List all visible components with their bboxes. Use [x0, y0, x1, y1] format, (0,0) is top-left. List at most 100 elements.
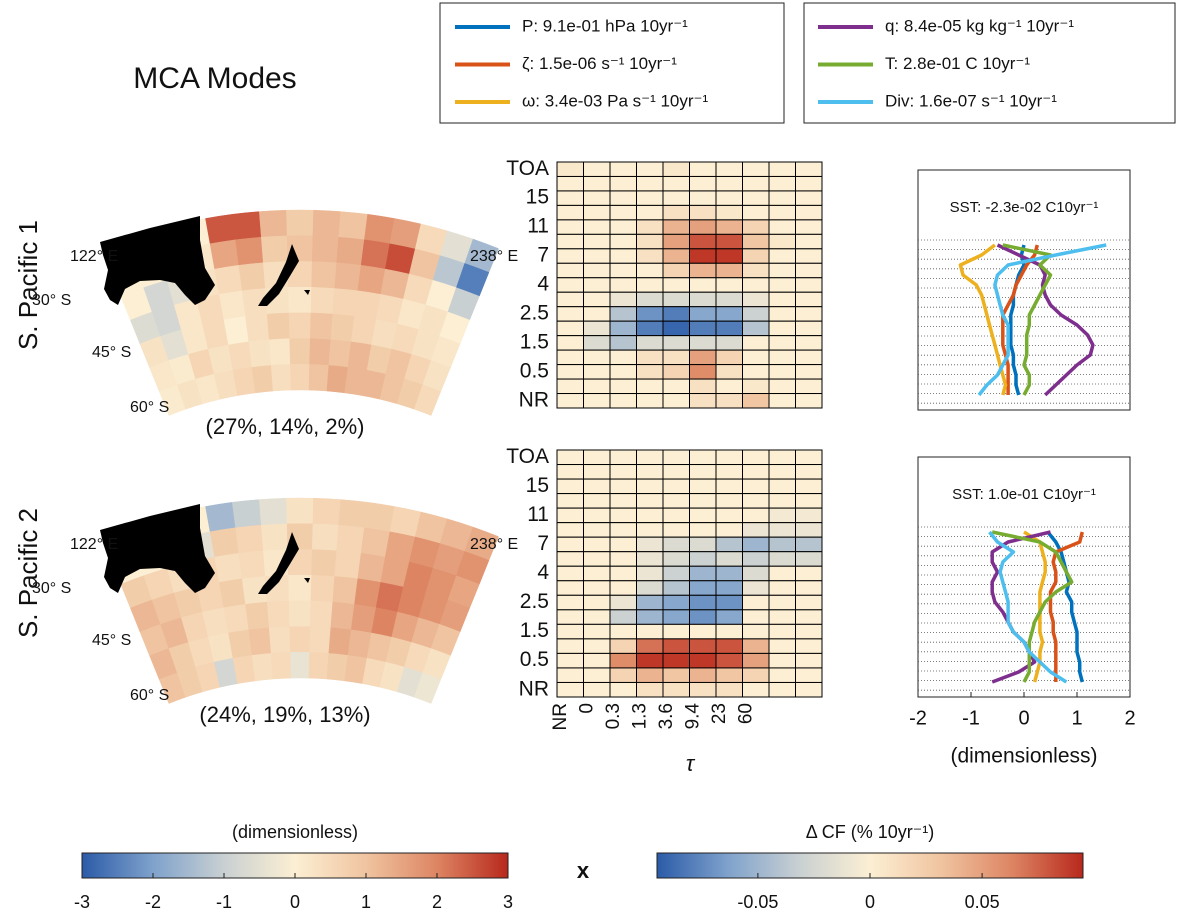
heat-cell: [768, 609, 796, 625]
heat-cell: [795, 349, 823, 366]
heat-cell: [768, 623, 796, 640]
heat-cell: [689, 623, 717, 640]
map-cell: [232, 499, 262, 529]
heat-cell: [715, 393, 743, 409]
heat-cell: [556, 609, 584, 625]
heat-cell: [768, 580, 796, 596]
colorbar-tick-label: 2: [432, 892, 442, 912]
map-cell: [261, 523, 289, 552]
heat-cell: [689, 522, 717, 538]
x-tick-label: 9.4: [683, 703, 704, 730]
map-cell: [251, 653, 274, 682]
heat-cell: [795, 623, 823, 640]
heat-cell: [662, 349, 690, 366]
x-tick-label: 60: [736, 703, 757, 724]
y-tick-label: NR: [519, 677, 549, 700]
heat-cell: [715, 464, 743, 480]
heat-cell: [742, 248, 770, 264]
map-cell: [286, 209, 314, 237]
heat-cell: [742, 536, 770, 553]
heat-cell: [662, 335, 690, 351]
heat-cell: [583, 565, 611, 582]
map-panel: [100, 497, 499, 704]
heat-cell: [768, 478, 796, 495]
heat-cell: [556, 277, 584, 293]
heat-cell: [662, 667, 690, 683]
heat-cell: [636, 277, 664, 293]
heat-cell: [795, 291, 823, 308]
heat-cell: [662, 565, 690, 582]
heat-cell: [768, 306, 796, 322]
heat-cell: [609, 219, 637, 235]
heat-cell: [715, 175, 743, 192]
heat-cell: [636, 536, 664, 553]
heat-cell: [768, 349, 796, 366]
heat-cell: [583, 320, 611, 337]
heat-cell: [662, 277, 690, 293]
heat-cell: [795, 262, 823, 279]
heat-cell: [795, 580, 823, 596]
map-cell: [312, 209, 341, 238]
heat-cell: [689, 493, 717, 509]
map-cell: [413, 384, 442, 416]
y-tick-label: 7: [537, 532, 549, 555]
annotation: SST: -2.3e-02 C10yr⁻¹: [950, 199, 1099, 216]
colorbar-tick-label: 3: [503, 892, 513, 912]
heat-cell: [742, 551, 770, 567]
heat-cell: [768, 248, 796, 264]
heat-cell: [556, 449, 584, 466]
y-tick-label: 2.5: [520, 301, 549, 324]
heat-cell: [636, 161, 664, 177]
y-tick-label: TOA: [506, 157, 549, 180]
lat-label: 30° S: [32, 580, 71, 597]
heat-cell: [689, 652, 717, 669]
profile-line: [990, 530, 1051, 684]
heat-cell: [715, 378, 743, 395]
x-tick-label: 1.3: [630, 703, 651, 729]
x-tick-label: 2: [1124, 707, 1135, 729]
heat-cell: [715, 291, 743, 308]
heat-cell: [636, 320, 664, 337]
y-tick-label: 2.5: [520, 590, 549, 613]
map-cell: [286, 497, 314, 525]
heat-cell: [609, 335, 637, 351]
map-cell: [364, 214, 395, 245]
heat-cell: [689, 291, 717, 308]
map-cell: [330, 313, 355, 343]
heat-cell: [689, 262, 717, 279]
map-cell: [232, 211, 262, 241]
heat-cell: [715, 536, 743, 553]
heat-cell: [636, 262, 664, 279]
lat-label: 60° S: [130, 399, 169, 416]
heat-cell: [795, 493, 823, 509]
heat-cell: [609, 594, 637, 611]
heat-cell: [556, 219, 584, 235]
heat-cell: [742, 320, 770, 337]
heat-cell: [689, 219, 717, 235]
colorbar-tick-label: -2: [145, 892, 161, 912]
heat-cell: [583, 190, 611, 206]
heat-cell: [556, 161, 584, 177]
map-cell: [245, 313, 270, 343]
profile-line: [1046, 530, 1084, 683]
heat-cell: [609, 493, 637, 509]
map-cell: [310, 287, 335, 315]
heat-cell: [609, 667, 637, 683]
heat-cell: [795, 522, 823, 538]
heat-cell: [795, 667, 823, 683]
profile-line: [977, 243, 1107, 397]
heat-cell: [662, 638, 690, 654]
legend-label: T: 2.8e-01 C 10yr⁻¹: [885, 54, 1030, 73]
heat-cell: [583, 378, 611, 395]
heat-cell: [715, 609, 743, 625]
map-cell: [289, 626, 311, 653]
heat-cell: [768, 262, 796, 279]
heat-cell: [583, 335, 611, 351]
map-cell: [310, 312, 334, 341]
heat-cell: [636, 349, 664, 366]
heat-cell: [636, 175, 664, 192]
heat-cell: [742, 219, 770, 235]
heat-cell: [768, 652, 796, 669]
heat-cell: [715, 320, 743, 337]
